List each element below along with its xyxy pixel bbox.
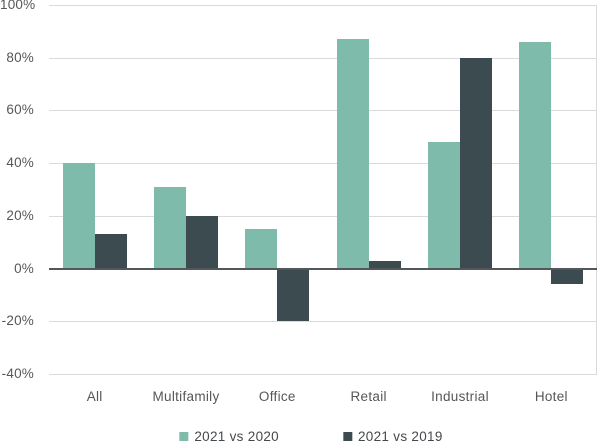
gridline-20 xyxy=(49,215,597,217)
y-tick-100: 100% xyxy=(0,0,36,12)
y-tick--20: -20% xyxy=(1,313,34,329)
legend-swatch-2021-vs-2020-icon xyxy=(179,432,189,441)
bar-2021-vs-2019-hotel xyxy=(551,268,584,285)
gridline-100 xyxy=(49,5,597,6)
bar-2021-vs-2020-industrial xyxy=(428,142,460,269)
x-label-multifamily: Multifamily xyxy=(152,389,220,404)
legend: 2021 vs 2020 2021 vs 2019 xyxy=(179,428,442,445)
gridline--20 xyxy=(49,321,597,323)
gridline-40 xyxy=(49,163,597,165)
y-tick-40: 40% xyxy=(6,155,34,171)
bar-2021-vs-2020-office xyxy=(245,229,278,269)
bar-2021-vs-2019-retail xyxy=(368,260,401,269)
y-tick-0: 0% xyxy=(14,260,34,276)
bar-2021-vs-2019-all xyxy=(94,234,127,269)
bar-2021-vs-2019-industrial xyxy=(460,57,492,269)
legend-label-2021-vs-2020: 2021 vs 2020 xyxy=(194,429,279,444)
bar-2021-vs-2020-hotel xyxy=(519,41,552,269)
y-tick-60: 60% xyxy=(6,102,34,118)
bar-2021-vs-2020-multifamily xyxy=(154,186,186,269)
gridline--40 xyxy=(49,374,597,375)
legend-swatch-2021-vs-2019-icon xyxy=(343,432,352,441)
x-label-retail: Retail xyxy=(350,389,387,404)
legend-item-2021-vs-2020: 2021 vs 2020 xyxy=(179,429,279,444)
legend-item-2021-vs-2019: 2021 vs 2019 xyxy=(343,429,443,444)
plot-area xyxy=(49,5,597,375)
bar-2021-vs-2020-retail xyxy=(336,39,369,269)
x-label-industrial: Industrial xyxy=(431,389,489,404)
bar-2021-vs-2020-all xyxy=(62,163,95,269)
legend-label-2021-vs-2019: 2021 vs 2019 xyxy=(358,429,443,444)
bar-2021-vs-2019-office xyxy=(277,268,310,322)
x-axis-category-labels: All Multifamily Office Retail Industrial Hote… xyxy=(49,389,597,407)
x-label-office: Office xyxy=(258,389,296,404)
x-label-hotel: Hotel xyxy=(534,389,568,404)
x-label-all: All xyxy=(86,389,103,404)
zero-axis-line xyxy=(49,267,597,270)
y-axis-tick-labels: 100% 80% 60% 40% 20% 0% -20% -40% xyxy=(0,0,36,448)
gridline-80 xyxy=(49,57,597,59)
plot-right-border xyxy=(596,5,597,374)
bar-2021-vs-2019-multifamily xyxy=(186,215,218,269)
y-tick-80: 80% xyxy=(6,49,34,65)
y-tick-20: 20% xyxy=(6,207,34,223)
y-tick--40: -40% xyxy=(1,366,34,381)
gridline-60 xyxy=(49,110,597,112)
